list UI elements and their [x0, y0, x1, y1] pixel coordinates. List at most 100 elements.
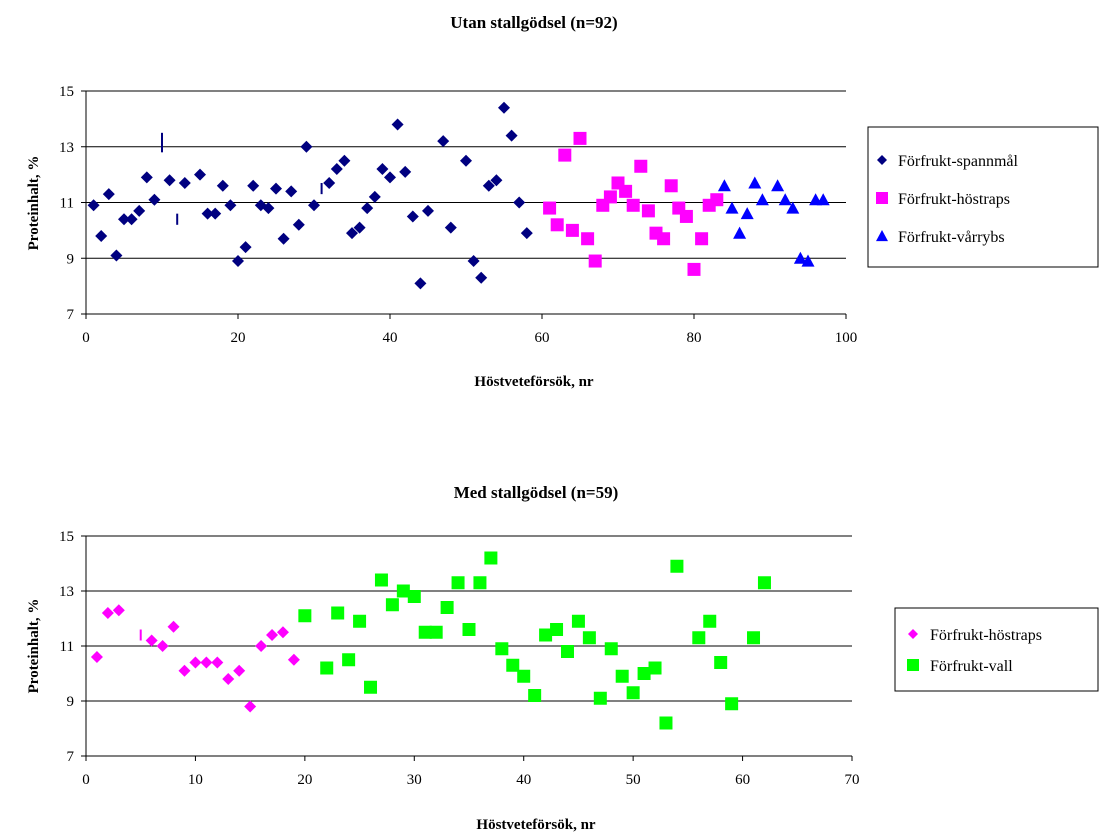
data-point [581, 232, 595, 246]
data-point [582, 631, 596, 645]
data-point [406, 210, 419, 223]
data-point [816, 193, 830, 206]
data-point [748, 176, 762, 189]
data-point [755, 193, 769, 206]
data-point [200, 656, 213, 669]
y-tick-label: 11 [60, 196, 74, 212]
y-tick-label: 15 [59, 529, 74, 545]
data-point [490, 174, 503, 187]
data-point [626, 198, 640, 212]
data-point [703, 614, 717, 628]
chart-1-points [87, 101, 830, 290]
data-point [209, 207, 222, 220]
data-point [619, 184, 633, 198]
data-point [440, 601, 454, 614]
chart-2-y-axis-label: Proteinhalt, % [26, 599, 42, 694]
data-point [320, 661, 334, 675]
chart-2-legend-box [894, 607, 1099, 692]
chart-1-legend: Förfrukt-spannmål Förfrukt-höstraps Förfru… [867, 126, 1099, 268]
data-point [695, 232, 709, 246]
data-point [615, 669, 629, 683]
data-point [118, 213, 130, 226]
legend-marker [876, 192, 888, 204]
data-point [244, 700, 257, 713]
data-point [604, 642, 618, 656]
data-point [725, 697, 739, 711]
data-point [300, 140, 313, 153]
data-point [437, 135, 450, 148]
data-point [287, 653, 300, 666]
chart-1-tick-labels: 7 9 11 13 15 0 20 40 60 80 100 [59, 84, 857, 346]
data-point [323, 176, 336, 189]
data-point [740, 207, 754, 220]
y-tick-label: 11 [60, 639, 74, 655]
data-point [285, 185, 298, 198]
series-3 [717, 176, 830, 267]
data-point [641, 204, 655, 218]
chart-2-axes [81, 535, 853, 761]
data-point [506, 658, 520, 672]
data-point [517, 669, 531, 683]
data-point [659, 716, 673, 730]
x-tick-label: 20 [231, 330, 246, 346]
y-tick-label: 13 [59, 140, 74, 156]
data-point [396, 584, 410, 598]
x-tick-label: 60 [735, 772, 750, 788]
data-point [593, 691, 607, 705]
data-point [710, 193, 724, 207]
data-point [140, 171, 153, 184]
chart-2-legend: Förfrukt-höstraps Förfrukt-vall [894, 607, 1099, 692]
data-point [353, 221, 366, 234]
legend-marker [907, 659, 919, 671]
chart-2-gridlines [86, 535, 852, 702]
data-point [101, 607, 114, 619]
data-point [444, 221, 457, 234]
data-point [374, 573, 388, 587]
x-tick-label: 0 [82, 330, 90, 346]
y-tick-label: 9 [67, 694, 75, 710]
data-point [473, 576, 487, 590]
data-point [270, 182, 282, 195]
chart-utan-stallgodsel: Utan stallgödsel (n=92) Höstveteförsök, … [26, 13, 1099, 390]
data-point [95, 229, 108, 242]
data-point [133, 204, 146, 217]
data-point [484, 551, 498, 565]
data-point [178, 664, 191, 677]
data-point [338, 154, 351, 167]
data-point [331, 606, 345, 620]
data-point [255, 640, 268, 652]
series-1 [87, 101, 533, 290]
legend-label: Förfrukt-vårrybs [898, 229, 1005, 246]
data-point [495, 642, 509, 656]
data-point [539, 628, 553, 642]
data-point [460, 154, 472, 167]
data-point [571, 614, 585, 628]
data-point [298, 609, 312, 623]
chart-med-stallgodsel: Med stallgödsel (n=59) Höstveteförsök, n… [26, 483, 1099, 833]
data-point [513, 196, 526, 209]
data-point [550, 623, 564, 636]
data-point [558, 148, 572, 162]
data-point [211, 656, 224, 669]
data-point [112, 604, 125, 617]
legend-label: Förfrukt-höstraps [930, 627, 1042, 644]
data-point [247, 179, 260, 192]
x-tick-label: 60 [535, 330, 550, 346]
y-tick-label: 7 [67, 749, 75, 765]
chart-1-axes [81, 90, 847, 319]
data-point [793, 251, 807, 264]
x-tick-label: 10 [188, 772, 203, 788]
x-tick-label: 20 [297, 772, 312, 788]
x-tick-label: 100 [835, 330, 858, 346]
legend-label: Förfrukt-vall [930, 658, 1013, 675]
data-point [634, 159, 648, 173]
y-tick-label: 15 [59, 84, 74, 100]
x-tick-label: 40 [516, 772, 531, 788]
data-point [664, 179, 678, 193]
data-point [125, 213, 138, 226]
data-point [475, 271, 488, 284]
data-point [90, 651, 103, 663]
data-point [451, 576, 465, 590]
chart-1-x-axis-label: Höstveteförsök, nr [474, 374, 593, 390]
